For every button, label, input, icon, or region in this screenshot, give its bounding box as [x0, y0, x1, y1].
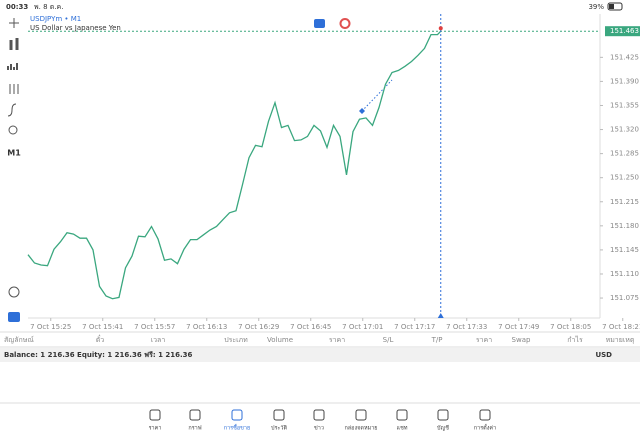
x-tick-label: 7 Oct 16:13 [186, 323, 227, 331]
crosshair-icon[interactable] [9, 18, 19, 28]
tab-label[interactable]: ประวัติ [271, 425, 287, 432]
left-toolbar [7, 18, 20, 298]
column-header: เวลา [151, 336, 166, 344]
indicators-icon[interactable] [9, 84, 19, 94]
y-tick-label: 151.180 [610, 222, 639, 230]
zoom-icon[interactable] [8, 286, 20, 298]
tab-label[interactable]: แชท [397, 425, 408, 432]
price-line [27, 30, 442, 300]
x-tick-label: 7 Oct 17:17 [394, 323, 435, 331]
column-header: ประเภท [224, 336, 248, 344]
last-point [438, 26, 443, 31]
tab-icon[interactable] [273, 409, 285, 421]
tab-icon[interactable] [437, 409, 449, 421]
function-icon[interactable] [7, 103, 17, 117]
x-tick-label: 7 Oct 18:05 [550, 323, 591, 331]
x-tick-label: 7 Oct 15:41 [82, 323, 123, 331]
column-header: S/L [383, 336, 394, 344]
y-tick-label: 151.250 [610, 174, 639, 182]
y-tick-label: 151.355 [610, 101, 639, 109]
x-tick-label: 7 Oct 17:49 [498, 323, 539, 331]
y-tick-label: 151.075 [610, 294, 639, 302]
column-header: กำไร [567, 335, 583, 344]
balance-currency: USD [595, 351, 612, 359]
column-header: Volume [267, 336, 293, 344]
x-tick-label: 7 Oct 16:45 [290, 323, 331, 331]
battery-level [609, 4, 614, 9]
y-tick-label: 151.285 [610, 150, 639, 158]
status-battery: 39% [588, 3, 604, 11]
tab-label[interactable]: บัญชี [437, 425, 449, 432]
chart-subtitle: US Dollar vs Japanese Yen [30, 24, 121, 32]
candles-icon[interactable] [9, 38, 19, 50]
tab-label[interactable]: การตั้งค่า [474, 424, 496, 432]
column-header: ตั๋ว [96, 335, 105, 344]
objects-icon[interactable] [8, 125, 18, 135]
y-tick-label: 151.110 [610, 270, 639, 278]
status-date: พ. 8 ต.ค. [34, 3, 63, 11]
y-tick-label: 151.390 [610, 77, 639, 85]
tab-icon[interactable] [313, 409, 325, 421]
y-tick-label: 151.425 [610, 53, 639, 61]
balance-bar [0, 348, 640, 362]
last-price-box [605, 26, 640, 37]
tab-icon[interactable] [189, 409, 201, 421]
bars-icon[interactable] [7, 63, 18, 70]
tab-label[interactable]: ราคา [149, 426, 162, 432]
y-tick-label: 151.145 [610, 246, 639, 254]
tab-icon[interactable] [396, 409, 408, 421]
column-header: สัญลักษณ์ [4, 336, 34, 344]
column-header: T/P [431, 336, 443, 344]
last-price-label: 151.463 [610, 27, 639, 35]
chart-title: USDJPYm • M1 [30, 15, 81, 23]
tab-label[interactable]: กราฟ [188, 425, 201, 432]
battery-icon [607, 2, 623, 11]
y-tick-label: 151.215 [610, 198, 639, 206]
column-header: ราคา [476, 336, 492, 344]
x-tick-label: 7 Oct 15:57 [134, 323, 175, 331]
order-marker[interactable] [359, 108, 365, 114]
tab-icon[interactable] [355, 409, 367, 421]
x-tick-label: 7 Oct 17:01 [342, 323, 383, 331]
column-header: Swap [512, 336, 531, 344]
tab-icon[interactable] [149, 409, 161, 421]
x-tick-label: 7 Oct 15:25 [30, 323, 71, 331]
x-tick-label: 7 Oct 17:33 [446, 323, 487, 331]
tab-icon[interactable] [231, 409, 243, 421]
trade-icon[interactable] [8, 312, 20, 322]
column-header: ราคา [329, 336, 345, 344]
y-tick-label: 151.320 [610, 126, 639, 134]
tab-label[interactable]: ข่าว [314, 426, 324, 432]
x-tick-label: 7 Oct 18:21 [602, 323, 640, 331]
x-tick-label: 7 Oct 16:29 [238, 323, 279, 331]
one-click-icon[interactable] [314, 19, 325, 28]
timeframe[interactable]: M1 [7, 149, 21, 158]
tab-label[interactable]: กล่องจดหมาย [344, 426, 377, 432]
order-link [361, 79, 393, 112]
balance-text: Balance: 1 216.36 Equity: 1 216.36 ฟรี: … [4, 351, 193, 359]
time-marker [437, 313, 444, 318]
status-time: 00:33 [6, 3, 28, 11]
column-header: หมายเหตุ [606, 336, 635, 344]
tab-label[interactable]: การซื้อขาย [224, 424, 250, 432]
signal-icon[interactable] [339, 18, 351, 29]
tab-icon[interactable] [479, 409, 491, 421]
